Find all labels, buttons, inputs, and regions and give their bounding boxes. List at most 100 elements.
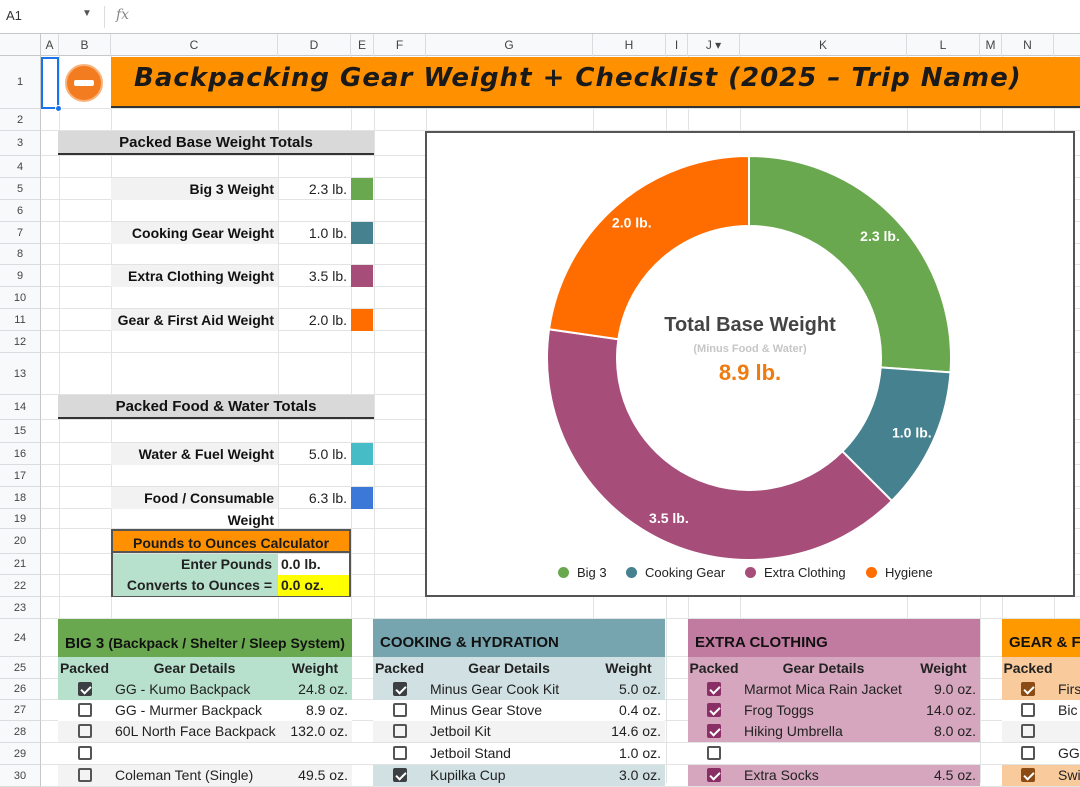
row-header-27[interactable]: 27	[0, 700, 41, 721]
row-header-3[interactable]: 3	[0, 131, 41, 156]
column-header-f[interactable]: F	[374, 34, 426, 56]
row-header-28[interactable]: 28	[0, 721, 41, 743]
clothing-gear-details[interactable]: Hiking Umbrella	[740, 721, 907, 742]
checkbox-unchecked[interactable]	[393, 724, 407, 738]
gear-gear-details[interactable]: Bic	[1054, 700, 1080, 721]
big3-gear-details[interactable]: GG - Murmer Backpack	[111, 700, 278, 721]
column-header-h[interactable]: H	[593, 34, 666, 56]
big3-gear-weight[interactable]	[278, 743, 352, 764]
checkbox-checked[interactable]	[393, 768, 407, 782]
row-header-12[interactable]: 12	[0, 331, 41, 353]
clothing-gear-details[interactable]: Extra Socks	[740, 765, 907, 786]
gear-gear-details[interactable]: GG	[1054, 743, 1080, 764]
checkbox-unchecked[interactable]	[1021, 724, 1035, 738]
row-header-13[interactable]: 13	[0, 353, 41, 395]
row-header-9[interactable]: 9	[0, 265, 41, 287]
chevron-down-icon[interactable]: ▼	[82, 8, 92, 19]
checkbox-unchecked[interactable]	[1021, 703, 1035, 717]
clothing-gear-weight[interactable]: 8.0 oz.	[907, 721, 980, 742]
row-header-21[interactable]: 21	[0, 554, 41, 575]
column-header-j[interactable]: J ▾	[688, 34, 740, 56]
gear-gear-details[interactable]: Swi	[1054, 765, 1080, 786]
checkbox-unchecked[interactable]	[1021, 746, 1035, 760]
column-header-i[interactable]: I	[666, 34, 688, 56]
checkbox-unchecked[interactable]	[78, 768, 92, 782]
row-header-11[interactable]: 11	[0, 309, 41, 331]
row-header-6[interactable]: 6	[0, 200, 41, 222]
row-header-2[interactable]: 2	[0, 109, 41, 131]
row-header-29[interactable]: 29	[0, 743, 41, 765]
cooking-gear-weight[interactable]: 0.4 oz.	[592, 700, 665, 721]
clothing-gear-weight[interactable]: 4.5 oz.	[907, 765, 980, 786]
column-header-a[interactable]: A	[41, 34, 59, 56]
big3-gear-weight[interactable]: 132.0 oz.	[278, 721, 352, 742]
checkbox-checked[interactable]	[707, 724, 721, 738]
row-header-19[interactable]: 19	[0, 509, 41, 529]
clothing-gear-details[interactable]: Frog Toggs	[740, 700, 907, 721]
clothing-gear-details[interactable]	[740, 743, 907, 764]
row-header-18[interactable]: 18	[0, 487, 41, 509]
gear-gear-details[interactable]: Firs	[1054, 679, 1080, 700]
row-header-1[interactable]: 1	[0, 56, 41, 109]
row-header-26[interactable]: 26	[0, 679, 41, 700]
row-header-22[interactable]: 22	[0, 575, 41, 597]
big3-weight-value[interactable]: 2.3 lb.	[308, 181, 347, 197]
column-header-c[interactable]: C	[111, 34, 278, 56]
gear-weight-value[interactable]: 2.0 lb.	[308, 312, 347, 328]
row-header-5[interactable]: 5	[0, 178, 41, 200]
column-header-l[interactable]: L	[907, 34, 980, 56]
column-header-n[interactable]: N	[1002, 34, 1054, 56]
cooking-gear-details[interactable]: Minus Gear Stove	[426, 700, 592, 721]
checkbox-unchecked[interactable]	[707, 746, 721, 760]
checkbox-unchecked[interactable]	[393, 703, 407, 717]
checkbox-checked[interactable]	[707, 768, 721, 782]
fill-handle[interactable]	[55, 105, 62, 112]
big3-gear-weight[interactable]: 8.9 oz.	[278, 700, 352, 721]
column-header-b[interactable]: B	[59, 34, 111, 56]
clothing-gear-details[interactable]: Marmot Mica Rain Jacket	[740, 679, 907, 700]
enter-pounds-input[interactable]: 0.0 lb.	[278, 554, 349, 575]
column-header-e[interactable]: E	[351, 34, 374, 56]
row-header-30[interactable]: 30	[0, 765, 41, 787]
row-header-25[interactable]: 25	[0, 657, 41, 679]
donut-slice-extra-clothing[interactable]	[546, 328, 894, 561]
big3-gear-details[interactable]: GG - Kumo Backpack	[111, 679, 278, 700]
cell-selection[interactable]	[41, 57, 59, 109]
clothing-gear-weight[interactable]	[907, 743, 980, 764]
food-weight-value[interactable]: 6.3 lb.	[308, 490, 347, 506]
big3-gear-details[interactable]: Coleman Tent (Single)	[111, 765, 278, 786]
checkbox-unchecked[interactable]	[393, 746, 407, 760]
column-header-k[interactable]: K	[740, 34, 907, 56]
column-header-m[interactable]: M	[980, 34, 1002, 56]
column-header-g[interactable]: G	[426, 34, 593, 56]
row-header-15[interactable]: 15	[0, 420, 41, 443]
gear-gear-details[interactable]	[1054, 721, 1080, 742]
checkbox-unchecked[interactable]	[78, 703, 92, 717]
row-header-20[interactable]: 20	[0, 529, 41, 554]
donut-slice-hygiene[interactable]	[547, 154, 750, 341]
cooking-weight-value[interactable]: 1.0 lb.	[308, 225, 347, 241]
name-box[interactable]: A1	[6, 8, 22, 23]
big3-gear-weight[interactable]: 49.5 oz.	[278, 765, 352, 786]
select-all-corner[interactable]	[0, 34, 41, 56]
clothing-gear-weight[interactable]: 9.0 oz.	[907, 679, 980, 700]
checkbox-checked[interactable]	[393, 682, 407, 696]
cooking-gear-weight[interactable]: 3.0 oz.	[592, 765, 665, 786]
cooking-gear-details[interactable]: Jetboil Stand	[426, 743, 592, 764]
row-header-16[interactable]: 16	[0, 443, 41, 465]
big3-gear-details[interactable]: 60L North Face Backpack	[111, 721, 278, 742]
cooking-gear-details[interactable]: Jetboil Kit	[426, 721, 592, 742]
big3-gear-details[interactable]	[111, 743, 278, 764]
checkbox-checked[interactable]	[1021, 768, 1035, 782]
checkbox-unchecked[interactable]	[78, 746, 92, 760]
row-header-8[interactable]: 8	[0, 244, 41, 265]
checkbox-checked[interactable]	[78, 682, 92, 696]
row-header-24[interactable]: 24	[0, 619, 41, 657]
big3-gear-weight[interactable]: 24.8 oz.	[278, 679, 352, 700]
checkbox-checked[interactable]	[707, 703, 721, 717]
cooking-gear-weight[interactable]: 5.0 oz.	[592, 679, 665, 700]
checkbox-checked[interactable]	[1021, 682, 1035, 696]
row-header-7[interactable]: 7	[0, 222, 41, 244]
row-header-14[interactable]: 14	[0, 395, 41, 420]
water-fuel-value[interactable]: 5.0 lb.	[308, 446, 347, 462]
